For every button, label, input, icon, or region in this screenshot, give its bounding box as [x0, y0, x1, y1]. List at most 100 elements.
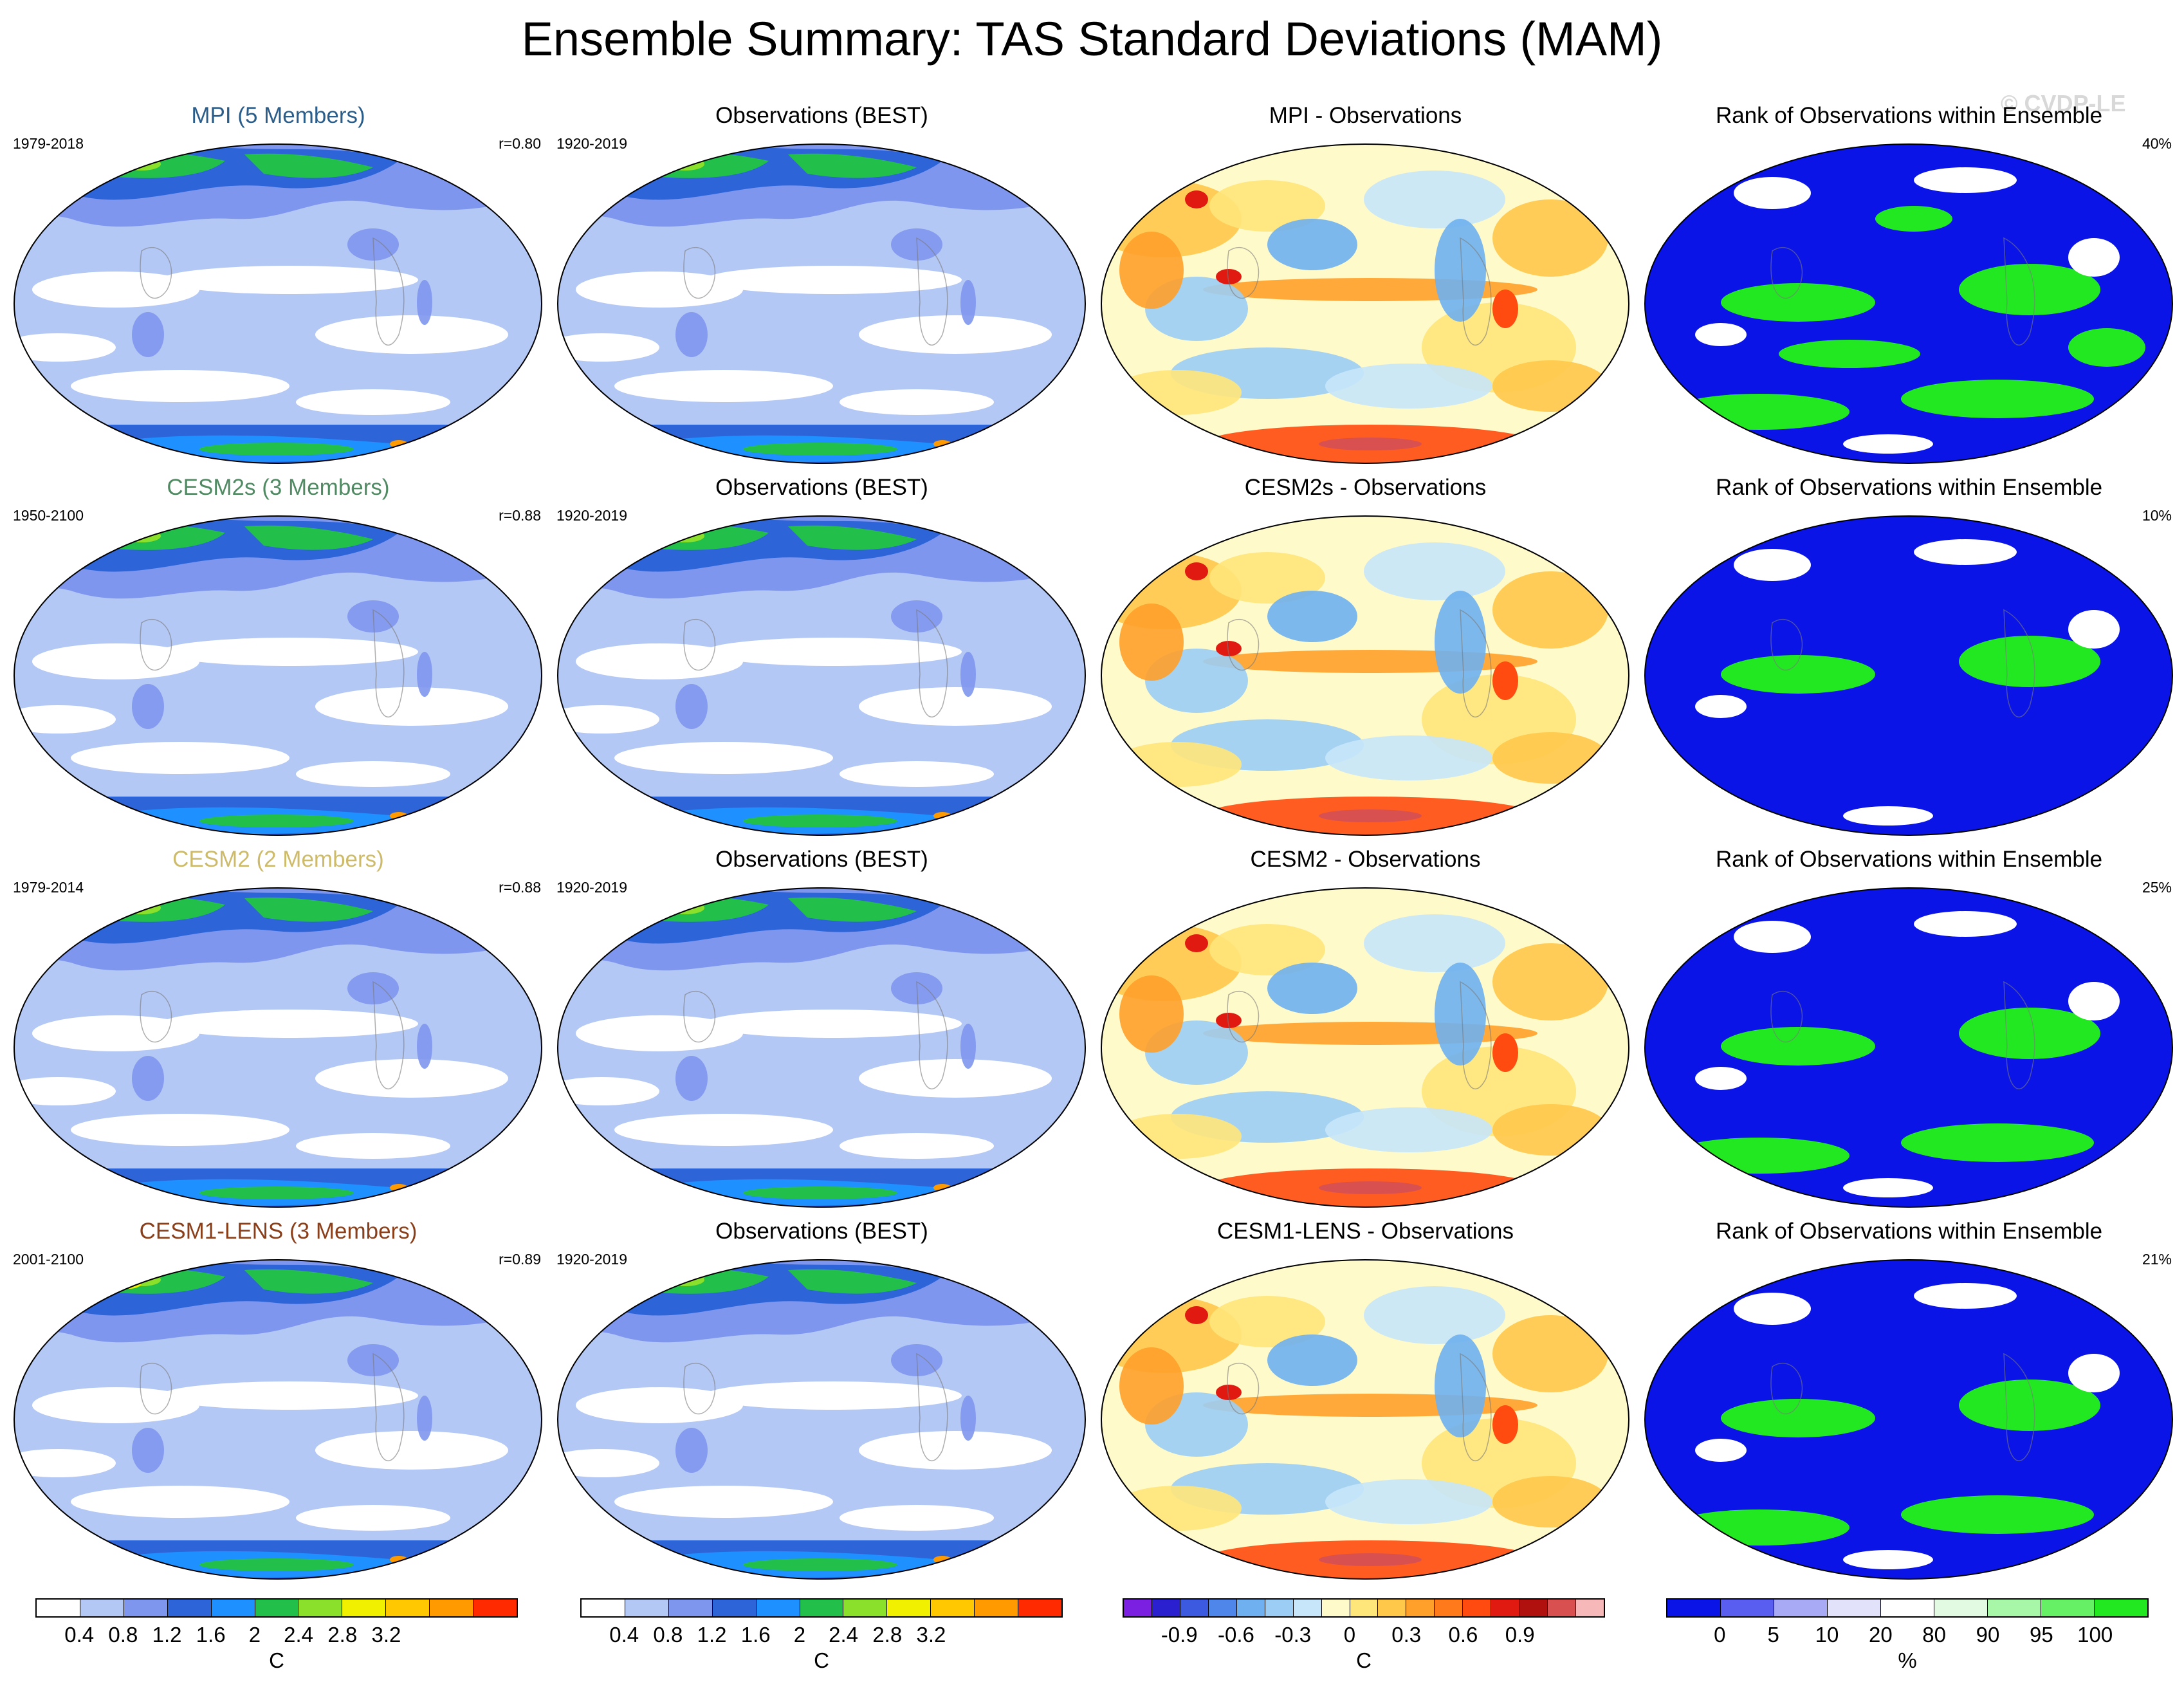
rank-percent: 21% [2142, 1251, 2172, 1268]
pattern-correlation: r=0.88 [499, 507, 541, 524]
colorbar-swatch [1576, 1600, 1604, 1616]
panel-rank-row1: Rank of Observations within Ensemble 40% [1637, 103, 2181, 473]
rank-percent: 25% [2142, 879, 2172, 896]
colorbar-unit: % [1898, 1648, 1917, 1672]
panel-title: Rank of Observations within Ensemble [1715, 103, 2103, 128]
panel-title: Rank of Observations within Ensemble [1715, 1219, 2103, 1244]
map-obs [557, 1259, 1086, 1580]
colorbar-swatch [1124, 1600, 1152, 1616]
colorbar-swatch [430, 1600, 474, 1616]
colorbar-unit: C [269, 1648, 284, 1672]
colorbar-swatch [756, 1600, 800, 1616]
colorbar-tick-label: 1.2 [152, 1623, 182, 1647]
period-label: 1920-2019 [556, 135, 627, 152]
colorbar-swatch [1667, 1600, 1721, 1616]
panel-title: CESM1-LENS - Observations [1217, 1219, 1514, 1244]
panel-title: CESM2s (3 Members) [167, 475, 390, 500]
panel-title: Rank of Observations within Ensemble [1715, 847, 2103, 872]
pattern-correlation: r=0.89 [499, 1251, 541, 1268]
colorbar-tick-label: 80 [1922, 1623, 1947, 1647]
colorbar-unit: C [814, 1648, 829, 1672]
panel-title: CESM2 (2 Members) [172, 847, 384, 872]
colorbar-swatch [124, 1600, 168, 1616]
map-obs [557, 887, 1086, 1208]
panel-title: MPI - Observations [1269, 103, 1462, 128]
colorbar-swatch [1152, 1600, 1180, 1616]
colorbar-tick-label: 0.6 [1448, 1623, 1478, 1647]
colorbar-swatch [1463, 1600, 1492, 1616]
colorbar-tick-label: 10 [1815, 1623, 1839, 1647]
panel-model-row2: CESM2s (3 Members) 1950-2100 r=0.88 [6, 475, 550, 845]
colorbar-tick-label: 2 [248, 1623, 261, 1647]
colorbar-swatch [931, 1600, 975, 1616]
period-label: 1920-2019 [556, 507, 627, 524]
rank-percent: 40% [2142, 135, 2172, 152]
colorbar-swatch [1236, 1600, 1265, 1616]
colorbar-tick-label: 5 [1767, 1623, 1779, 1647]
colorbar-swatch [1180, 1600, 1209, 1616]
colorbar-swatch [1988, 1600, 2041, 1616]
colorbar-tick-label: 0.4 [64, 1623, 95, 1647]
panel-title: Observations (BEST) [715, 103, 928, 128]
colorbar-swatch [582, 1600, 625, 1616]
colorbar-swatch [1406, 1600, 1435, 1616]
panel-title: Observations (BEST) [715, 1219, 928, 1244]
colorbar-tick-label: 0.9 [1505, 1623, 1535, 1647]
colorbar-swatch [668, 1600, 713, 1616]
colorbar-swatches [1666, 1598, 2149, 1618]
map-rank [1644, 1259, 2173, 1580]
panel-model-row1: MPI (5 Members) 1979-2018 r=0.80 [6, 103, 550, 473]
colorbar-tick-label: 3.2 [371, 1623, 401, 1647]
pattern-correlation: r=0.88 [499, 879, 541, 896]
colorbar-unit: C [1356, 1648, 1372, 1672]
colorbar-tick-label: 2.8 [872, 1623, 903, 1647]
panel-rank-row3: Rank of Observations within Ensemble 25% [1637, 847, 2181, 1217]
panel-title: CESM2 - Observations [1250, 847, 1481, 872]
colorbar-swatch [211, 1600, 255, 1616]
colorbar-swatch [1208, 1600, 1237, 1616]
diff-colorbar: -0.9 -0.6 -0.3 0 0.3 0.6 0.9 C [1123, 1598, 1605, 1672]
colorbar-swatches [1123, 1598, 1605, 1618]
colorbar-swatch [800, 1600, 844, 1616]
panel-obs-row4: Observations (BEST) 1920-2019 [550, 1219, 1094, 1589]
map-diff [1101, 515, 1629, 836]
colorbar-tick-label: -0.9 [1161, 1623, 1198, 1647]
colorbar-swatches [35, 1598, 518, 1618]
rank-percent: 10% [2142, 507, 2172, 524]
colorbar-swatch [298, 1600, 343, 1616]
copyright-watermark: © CVDP-LE [2001, 90, 2126, 116]
colorbar-swatch [1378, 1600, 1407, 1616]
colorbar-tick-label: 1.6 [196, 1623, 226, 1647]
sd-colorbar-model: 0.4 0.8 1.2 1.6 2 2.4 2.8 3.2 C [35, 1598, 518, 1672]
panel-diff-row1: MPI - Observations [1094, 103, 1637, 473]
map-model [14, 1259, 542, 1580]
colorbar-swatch [1321, 1600, 1350, 1616]
colorbar-tick-label: 2.4 [829, 1623, 859, 1647]
panel-obs-row2: Observations (BEST) 1920-2019 [550, 475, 1094, 845]
map-obs [557, 143, 1086, 464]
colorbar-tick-label: 2 [793, 1623, 806, 1647]
colorbar-tick-label: 95 [2029, 1623, 2053, 1647]
map-model [14, 143, 542, 464]
colorbar-swatch [2095, 1600, 2147, 1616]
panel-title: Observations (BEST) [715, 475, 928, 500]
pattern-correlation: r=0.80 [499, 135, 541, 152]
map-obs [557, 515, 1086, 836]
map-model [14, 887, 542, 1208]
sd-colorbar-obs: 0.4 0.8 1.2 1.6 2 2.4 2.8 3.2 C [580, 1598, 1063, 1672]
colorbar-swatch [1881, 1600, 1934, 1616]
colorbar-swatch [342, 1600, 387, 1616]
colorbar-swatches [580, 1598, 1063, 1618]
colorbar-tick-label: 2.8 [327, 1623, 358, 1647]
panel-title: Observations (BEST) [715, 847, 928, 872]
colorbar-swatch [1018, 1600, 1061, 1616]
panel-diff-row3: CESM2 - Observations [1094, 847, 1637, 1217]
colorbar-swatch [1435, 1600, 1464, 1616]
colorbar-tick-label: 3.2 [916, 1623, 946, 1647]
colorbar-swatch [1350, 1600, 1379, 1616]
colorbar-tick-label: 0 [1343, 1623, 1356, 1647]
map-rank [1644, 143, 2173, 464]
colorbar-swatch [1491, 1600, 1520, 1616]
colorbar-tick-label: 100 [2077, 1623, 2113, 1647]
map-rank [1644, 515, 2173, 836]
